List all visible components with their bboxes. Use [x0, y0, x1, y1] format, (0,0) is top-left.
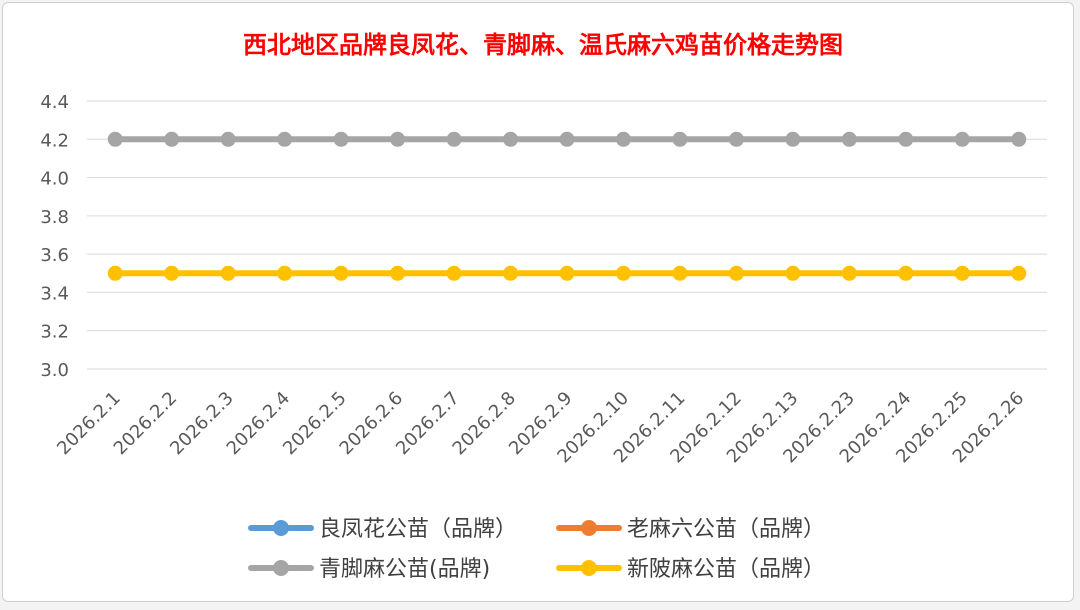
data-point [277, 265, 293, 281]
data-point [841, 131, 857, 147]
data-point [954, 131, 970, 147]
legend-marker-icon [581, 560, 597, 576]
y-tick-label: 4.0 [40, 169, 69, 190]
y-tick-label: 3.4 [40, 283, 69, 304]
data-point [333, 131, 349, 147]
legend-label: 良凤花公苗（品牌） [319, 517, 517, 542]
y-tick-label: 4.4 [40, 92, 69, 113]
data-point [615, 131, 631, 147]
legend-item: 青脚麻公苗(品牌) [248, 557, 490, 582]
data-point [672, 131, 688, 147]
y-tick-label: 3.2 [40, 322, 69, 343]
y-tick-label: 3.0 [40, 360, 69, 381]
data-point [390, 131, 406, 147]
y-axis-ticks: 3.0 3.2 3.4 3.6 3.8 4.0 4.2 4.4 [40, 92, 69, 381]
data-point [672, 265, 688, 281]
legend-label: 老麻六公苗（品牌） [627, 517, 825, 542]
data-point [898, 265, 914, 281]
data-point [107, 265, 123, 281]
legend-label: 新陂麻公苗（品牌） [627, 557, 825, 582]
legend-marker-icon [273, 520, 289, 536]
data-point [107, 131, 123, 147]
data-point [559, 131, 575, 147]
data-point [785, 131, 801, 147]
data-point [220, 265, 236, 281]
data-point [841, 265, 857, 281]
series-3 [107, 265, 1027, 281]
y-tick-label: 3.6 [40, 245, 69, 266]
data-point [503, 265, 519, 281]
data-point [446, 265, 462, 281]
data-point [898, 131, 914, 147]
legend-item: 良凤花公苗（品牌） [248, 517, 517, 542]
chart-title: 西北地区品牌良凤花、青脚麻、温氏麻六鸡苗价格走势图 [243, 30, 843, 59]
data-point [390, 265, 406, 281]
chart-frame: 西北地区品牌良凤花、青脚麻、温氏麻六鸡苗价格走势图 3.0 3.2 3.4 3.6 3.… [2, 2, 1074, 602]
y-tick-label: 4.2 [40, 130, 69, 151]
data-point [503, 131, 519, 147]
legend-marker-icon [581, 520, 597, 536]
data-point [785, 265, 801, 281]
series-layer [107, 131, 1027, 281]
data-point [446, 131, 462, 147]
data-point [333, 265, 349, 281]
legend-label: 青脚麻公苗(品牌) [319, 557, 490, 582]
data-point [728, 131, 744, 147]
data-point [615, 265, 631, 281]
data-point [1011, 131, 1027, 147]
legend-item: 老麻六公苗（品牌） [556, 517, 825, 542]
line-chart: 西北地区品牌良凤花、青脚麻、温氏麻六鸡苗价格走势图 3.03.23.43.63.… [40, 30, 1047, 582]
y-tick-label: 3.8 [40, 207, 69, 228]
data-point [559, 265, 575, 281]
data-point [164, 131, 180, 147]
data-point [164, 265, 180, 281]
legend: 良凤花公苗（品牌） 老麻六公苗（品牌） 青脚麻公苗(品牌) 新陂麻公苗（品牌） [248, 517, 825, 582]
x-axis-ticks: 2026.2.12026.2.22026.2.32026.2.42026.2.5… [53, 388, 1028, 468]
legend-marker-icon [273, 560, 289, 576]
series-2 [107, 131, 1027, 147]
data-point [220, 131, 236, 147]
data-point [954, 265, 970, 281]
data-point [277, 131, 293, 147]
data-point [728, 265, 744, 281]
legend-item: 新陂麻公苗（品牌） [556, 557, 825, 582]
data-point [1011, 265, 1027, 281]
